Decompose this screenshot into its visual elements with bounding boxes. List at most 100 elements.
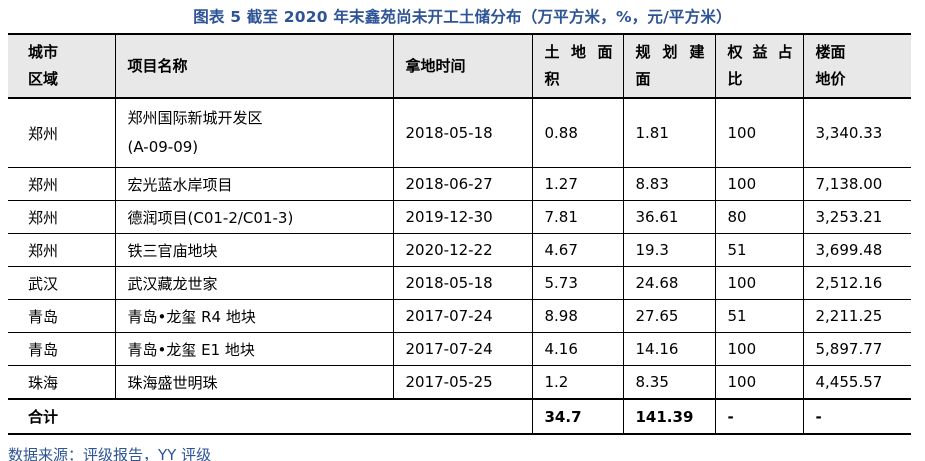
header-line: 地价 (815, 70, 846, 88)
cell-land_area: 4.67 (531, 233, 623, 267)
header-line: 项目名称 (127, 56, 188, 75)
table-title: 图表 5 截至 2020 年末鑫苑尚未开工土储分布（万平方米，%，元/平方米） (193, 8, 732, 26)
cell-equity: 100 (714, 266, 803, 300)
table-row: 武汉 武汉藏龙世家 2018-05-18 5.73 24.68 100 2,512.16 (8, 266, 911, 300)
header-line: 规划建 (635, 43, 705, 61)
cell-city: 青岛 (8, 299, 115, 333)
cell-floor_price: 7,138.00 (802, 167, 911, 201)
cell-equity: 51 (714, 299, 803, 333)
cell-floor_price: 5,897.77 (802, 332, 911, 366)
cell-project: 青岛•龙玺 R4 地块 (114, 299, 393, 333)
project-name-line: 德润项目(C01-2/C01-3) (127, 208, 294, 227)
cell-equity: 51 (714, 233, 803, 267)
cell-date: 2018-06-27 (392, 167, 532, 201)
cell-floor_price: 2,211.25 (802, 299, 911, 333)
cell-land_area: 5.73 (531, 266, 623, 300)
header-line: 面 (635, 70, 651, 88)
project-name-line: 青岛•龙玺 R4 地块 (127, 307, 256, 326)
total-equity: - (714, 398, 803, 434)
cell-date: 2020-12-22 (392, 233, 532, 267)
cell-project: 珠海盛世明珠 (114, 365, 393, 400)
cell-project: 宏光蓝水岸项目 (114, 167, 393, 201)
header-line: 权益占 (727, 43, 793, 61)
cell-date: 2018-05-18 (392, 266, 532, 300)
cell-land_area: 4.16 (531, 332, 623, 366)
cell-planned_area: 8.83 (622, 167, 715, 201)
cell-land_area: 0.88 (531, 98, 623, 168)
cell-project: 德润项目(C01-2/C01-3) (114, 200, 393, 234)
cell-land_area: 1.2 (531, 365, 623, 400)
cell-equity: 100 (714, 98, 803, 168)
cell-equity: 80 (714, 200, 803, 234)
cell-planned_area: 14.16 (622, 332, 715, 366)
header-line: 比 (727, 70, 743, 88)
project-name-line: 铁三官庙地块 (127, 241, 218, 260)
project-name-line: 郑州国际新城开发区 (127, 109, 263, 127)
cell-floor_price: 3,340.33 (802, 98, 911, 168)
cell-equity: 100 (714, 332, 803, 366)
land-reserve-table: 城市 区域 项目名称 拿地时间 土地面积规划建面权益占比楼面 地价 郑州 郑州国际新城开发区… (8, 33, 911, 435)
project-name-line: 珠海盛世明珠 (127, 373, 218, 392)
column-header-land_area: 土地面积 (531, 34, 623, 99)
column-header-date: 拿地时间 (392, 34, 532, 99)
column-header-planned_area: 规划建面 (622, 34, 715, 99)
cell-date: 2019-12-30 (392, 200, 532, 234)
data-source-note: 数据来源：评级报告，YY 评级 (8, 446, 212, 461)
table-row: 青岛 青岛•龙玺 E1 地块 2017-07-24 4.16 14.16 100 5,897… (8, 332, 911, 366)
cell-planned_area: 19.3 (622, 233, 715, 267)
cell-land_area: 7.81 (531, 200, 623, 234)
cell-city: 郑州 (8, 233, 115, 267)
cell-date: 2017-05-25 (392, 365, 532, 400)
header-line: 区域 (28, 70, 59, 88)
total-planned_area: 141.39 (622, 398, 715, 434)
cell-planned_area: 1.81 (622, 98, 715, 168)
cell-planned_area: 36.61 (622, 200, 715, 234)
cell-land_area: 1.27 (531, 167, 623, 201)
header-line: 积 (544, 70, 560, 88)
cell-planned_area: 24.68 (622, 266, 715, 300)
column-header-city: 城市 区域 (8, 34, 115, 99)
cell-city: 郑州 (8, 167, 115, 201)
project-name-line: 宏光蓝水岸项目 (127, 175, 233, 194)
table-row: 郑州 郑州国际新城开发区 (A-09-09) 2018-05-18 0.88 1.81 10… (8, 98, 911, 168)
cell-floor_price: 4,455.57 (802, 365, 911, 400)
cell-land_area: 8.98 (531, 299, 623, 333)
cell-city: 珠海 (8, 365, 115, 400)
header-line: 土地面 (544, 43, 613, 61)
project-name-line: (A-09-09) (127, 138, 199, 156)
table-body: 郑州 郑州国际新城开发区 (A-09-09) 2018-05-18 0.88 1.81 10… (8, 98, 911, 400)
table-row: 郑州 德润项目(C01-2/C01-3) 2019-12-30 7.81 36.61 80… (8, 200, 911, 234)
total-row: 合计 34.7 141.39- - (8, 398, 911, 434)
header-row: 城市 区域 项目名称 拿地时间 土地面积规划建面权益占比楼面 地价 (8, 34, 911, 99)
column-header-project: 项目名称 (114, 34, 393, 99)
table-row: 郑州 铁三官庙地块 2020-12-22 4.67 19.3 51 3,699.48 (8, 233, 911, 267)
cell-project: 铁三官庙地块 (114, 233, 393, 267)
header-line: 楼面 (815, 43, 846, 61)
column-header-equity: 权益占比 (714, 34, 803, 99)
project-name-line: 青岛•龙玺 E1 地块 (127, 340, 255, 359)
cell-city: 郑州 (8, 200, 115, 234)
header-line: 拿地时间 (405, 56, 466, 75)
cell-date: 2017-07-24 (392, 332, 532, 366)
cell-project: 武汉藏龙世家 (114, 266, 393, 300)
cell-project: 青岛•龙玺 E1 地块 (114, 332, 393, 366)
total-land_area: 34.7 (531, 398, 623, 434)
column-header-floor_price: 楼面 地价 (802, 34, 911, 99)
table-row: 郑州 宏光蓝水岸项目 2018-06-27 1.27 8.83 100 7,138.00 (8, 167, 911, 201)
cell-date: 2017-07-24 (392, 299, 532, 333)
table-row: 珠海 珠海盛世明珠 2017-05-25 1.2 8.35 100 4,455.57 (8, 365, 911, 400)
total-floor_price: - (802, 398, 911, 434)
table-row: 青岛 青岛•龙玺 R4 地块 2017-07-24 8.98 27.65 51 2,211.… (8, 299, 911, 333)
cell-date: 2018-05-18 (392, 98, 532, 168)
project-name-line: 武汉藏龙世家 (127, 274, 218, 293)
cell-city: 郑州 (8, 98, 115, 168)
header-line: 城市 (28, 43, 59, 61)
cell-city: 武汉 (8, 266, 115, 300)
cell-planned_area: 8.35 (622, 365, 715, 400)
cell-floor_price: 2,512.16 (802, 266, 911, 300)
table-footer: 合计 34.7 141.39- - (8, 398, 911, 434)
cell-floor_price: 3,253.21 (802, 200, 911, 234)
total-label: 合计 (8, 398, 532, 434)
cell-city: 青岛 (8, 332, 115, 366)
